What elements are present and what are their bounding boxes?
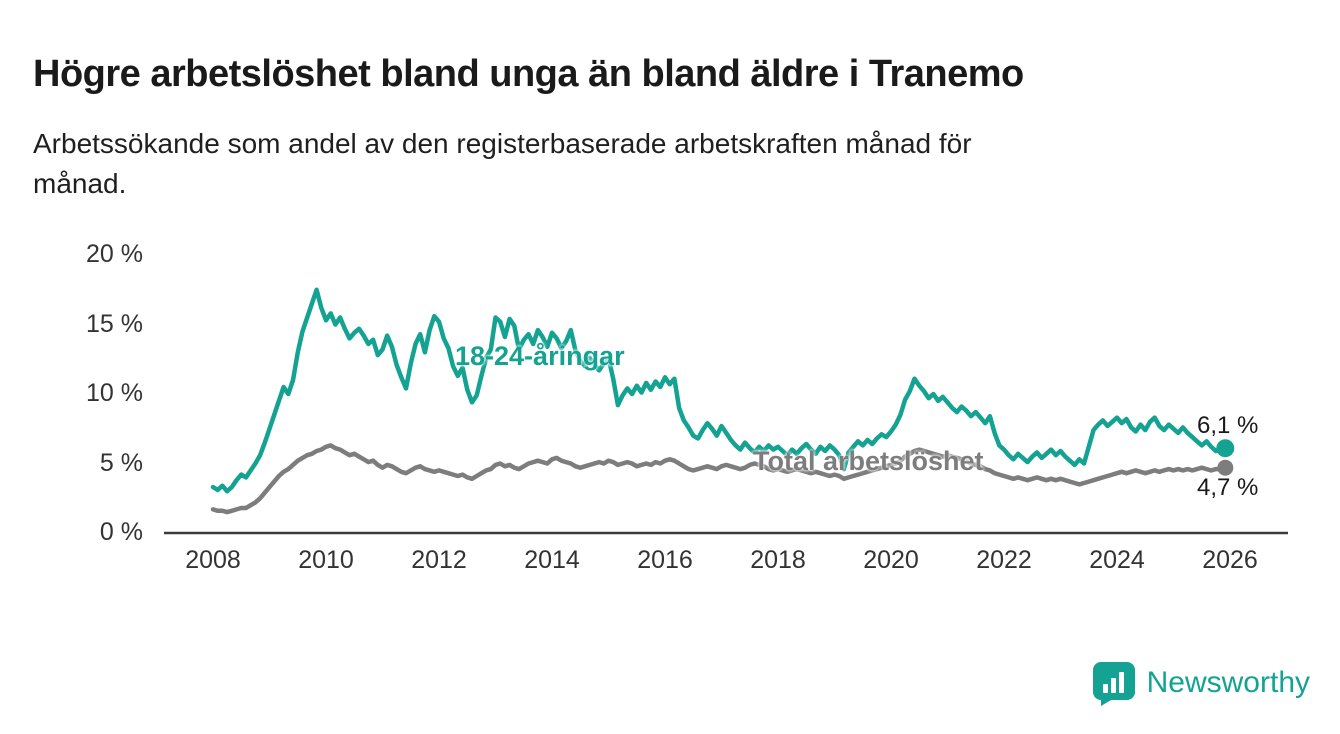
newsworthy-logo: Newsworthy (1091, 660, 1310, 706)
logo-bar-1 (1102, 684, 1108, 693)
newsworthy-wordmark: Newsworthy (1146, 666, 1310, 699)
series-end-dot-total (1217, 459, 1234, 476)
page-subtitle-line1: Arbetssökande som andel av den registerb… (33, 128, 972, 159)
x-tick-label-2010: 2010 (298, 546, 354, 574)
x-tick-label-2020: 2020 (863, 546, 919, 574)
x-tick-label-2024: 2024 (1089, 546, 1145, 574)
series-group (210, 287, 1235, 515)
x-tick-label-2012: 2012 (411, 546, 467, 574)
page-title: Högre arbetslöshet bland unga än bland ä… (33, 53, 1024, 96)
y-tick-label-15: 15 % (86, 310, 143, 338)
end-value-label-young: 6,1 % (1197, 412, 1259, 439)
x-tick-label-2016: 2016 (637, 546, 693, 574)
y-tick-label-5: 5 % (99, 449, 143, 477)
series-line-young (210, 287, 1228, 494)
page-subtitle-line2: månad. (33, 168, 127, 199)
y-tick-label-10: 10 % (86, 379, 143, 407)
x-tick-label-2018: 2018 (750, 546, 806, 574)
newsworthy-icon (1092, 662, 1135, 706)
logo-bar-3 (1118, 672, 1124, 693)
y-tick-label-0: 0 % (99, 518, 143, 546)
x-tick-label-2014: 2014 (524, 546, 580, 574)
y-tick-label-20: 20 % (86, 240, 143, 268)
x-tick-label-2026: 2026 (1202, 546, 1258, 574)
x-tick-label-2008: 2008 (185, 546, 241, 574)
series-label-total: Total arbetslöshet (753, 446, 984, 476)
end-value-label-total: 4,7 % (1197, 474, 1259, 501)
series-label-young: 18-24-åringar (455, 341, 625, 371)
series-end-dot-young (1216, 439, 1235, 458)
series-line-total (210, 443, 1228, 515)
x-tick-label-2022: 2022 (976, 546, 1032, 574)
logo-bar-2 (1110, 678, 1116, 693)
